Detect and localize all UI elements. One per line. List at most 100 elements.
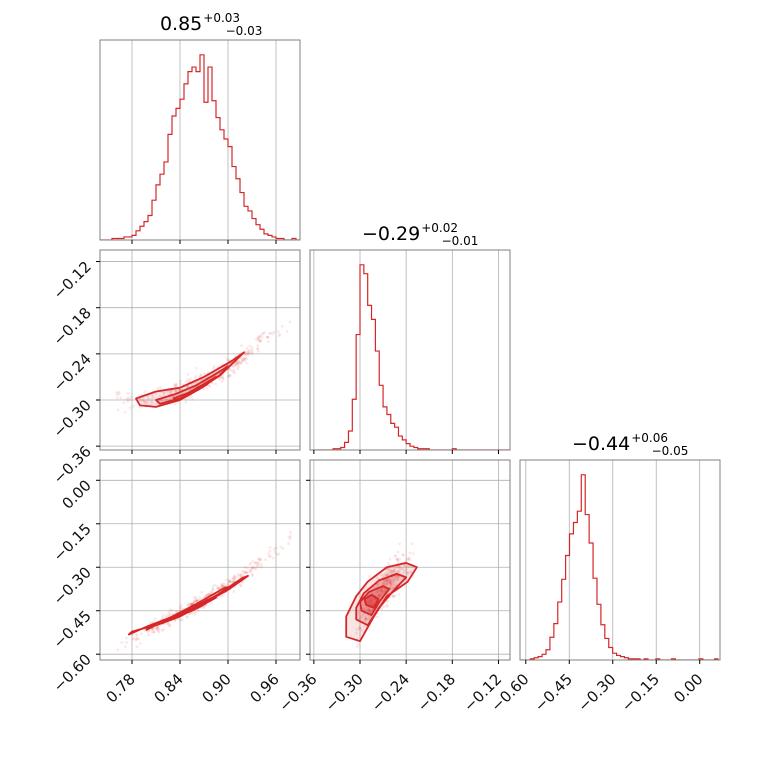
scatter-point bbox=[404, 568, 408, 571]
scatter-point bbox=[399, 567, 403, 571]
scatter-point bbox=[220, 582, 224, 586]
scatter-point bbox=[188, 396, 191, 400]
scatter-point bbox=[248, 570, 252, 574]
scatter-point bbox=[143, 399, 146, 403]
scatter-point bbox=[382, 582, 386, 586]
scatter-point bbox=[399, 566, 402, 569]
tick-label-y2: −0.15 bbox=[50, 520, 95, 565]
scatter-point bbox=[232, 590, 236, 593]
scatter-point bbox=[244, 353, 248, 357]
scatter-point bbox=[287, 542, 290, 545]
scatter-point bbox=[372, 602, 375, 606]
scatter-point bbox=[246, 349, 250, 353]
scatter-point bbox=[260, 336, 264, 339]
scatter-point bbox=[161, 616, 165, 620]
scatter-point bbox=[179, 618, 183, 622]
scatter-point bbox=[385, 582, 389, 586]
scatter-point bbox=[364, 617, 368, 621]
scatter-point bbox=[193, 612, 196, 616]
panel-frame bbox=[519, 459, 721, 661]
scatter-point bbox=[155, 628, 158, 632]
scatter-point bbox=[405, 559, 408, 563]
scatter-point bbox=[269, 555, 272, 558]
scatter-point bbox=[362, 624, 366, 628]
scatter-point bbox=[245, 361, 248, 365]
scatter-point bbox=[170, 609, 174, 612]
scatter-point bbox=[376, 594, 380, 598]
scatter-point bbox=[370, 603, 373, 607]
scatter-point bbox=[161, 614, 165, 617]
scatter-point bbox=[165, 390, 169, 394]
scatter-point bbox=[403, 569, 406, 573]
scatter-point bbox=[363, 607, 367, 611]
scatter-point bbox=[288, 320, 292, 324]
scatter-point bbox=[240, 362, 243, 365]
scatter-point bbox=[274, 546, 278, 550]
scatter-point bbox=[237, 361, 241, 365]
scatter-point bbox=[268, 549, 272, 553]
tick-label-y1: −0.24 bbox=[50, 350, 95, 395]
scatter-point bbox=[135, 637, 138, 641]
scatter-point bbox=[402, 571, 406, 575]
scatter-point bbox=[223, 582, 226, 586]
scatter-point bbox=[156, 627, 160, 631]
scatter-point bbox=[379, 590, 383, 593]
scatter-point bbox=[151, 628, 155, 631]
scatter-point bbox=[237, 576, 240, 579]
scatter-point bbox=[139, 399, 143, 402]
scatter-point bbox=[388, 583, 391, 586]
scatter-point bbox=[397, 570, 400, 574]
scatter-point bbox=[250, 574, 254, 578]
scatter-point bbox=[241, 580, 244, 584]
scatter-point bbox=[207, 592, 211, 596]
scatter-point bbox=[253, 561, 257, 564]
scatter-point bbox=[173, 389, 177, 393]
scatter-point bbox=[383, 580, 387, 584]
scatter-point bbox=[364, 617, 368, 620]
scatter-point bbox=[239, 361, 243, 364]
panel-scatter-2-0 bbox=[99, 459, 301, 661]
scatter-point bbox=[368, 615, 371, 618]
scatter-point bbox=[120, 641, 124, 644]
scatter-point bbox=[257, 563, 260, 566]
panel-frame bbox=[99, 459, 301, 661]
scatter-point bbox=[216, 584, 219, 588]
scatter-point bbox=[382, 582, 385, 585]
scatter-point bbox=[153, 617, 157, 620]
scatter-point bbox=[205, 594, 209, 598]
scatter-point bbox=[177, 617, 180, 621]
scatter-point bbox=[388, 571, 392, 575]
scatter-point bbox=[237, 360, 241, 363]
scatter-point bbox=[385, 573, 388, 576]
scatter-point bbox=[236, 367, 240, 371]
scatter-point bbox=[186, 603, 190, 607]
scatter-point bbox=[380, 589, 384, 593]
scatter-point bbox=[390, 583, 394, 587]
scatter-point bbox=[237, 365, 241, 369]
scatter-point bbox=[259, 339, 263, 343]
scatter-point bbox=[273, 551, 277, 554]
scatter-point bbox=[248, 351, 252, 355]
scatter-point bbox=[232, 577, 236, 581]
title-param-1-minus: −0.01 bbox=[442, 234, 479, 248]
scatter-point bbox=[357, 625, 361, 629]
scatter-point bbox=[256, 336, 260, 340]
scatter-point bbox=[392, 581, 396, 585]
scatter-point bbox=[226, 582, 230, 586]
scatter-point bbox=[150, 401, 154, 405]
scatter-point bbox=[232, 365, 236, 369]
scatter-point bbox=[179, 603, 183, 607]
scatter-point bbox=[386, 570, 390, 574]
scatter-point bbox=[358, 627, 362, 630]
scatter-point bbox=[377, 590, 380, 594]
scatter-point bbox=[117, 392, 121, 396]
scatter-point bbox=[116, 408, 120, 412]
scatter-point bbox=[388, 581, 392, 584]
scatter-point bbox=[256, 339, 260, 342]
scatter-point bbox=[359, 627, 363, 630]
scatter-point bbox=[398, 542, 402, 546]
scatter-point bbox=[394, 566, 398, 569]
scatter-point bbox=[389, 569, 392, 573]
scatter-point bbox=[232, 371, 236, 375]
scatter-point bbox=[266, 335, 269, 339]
